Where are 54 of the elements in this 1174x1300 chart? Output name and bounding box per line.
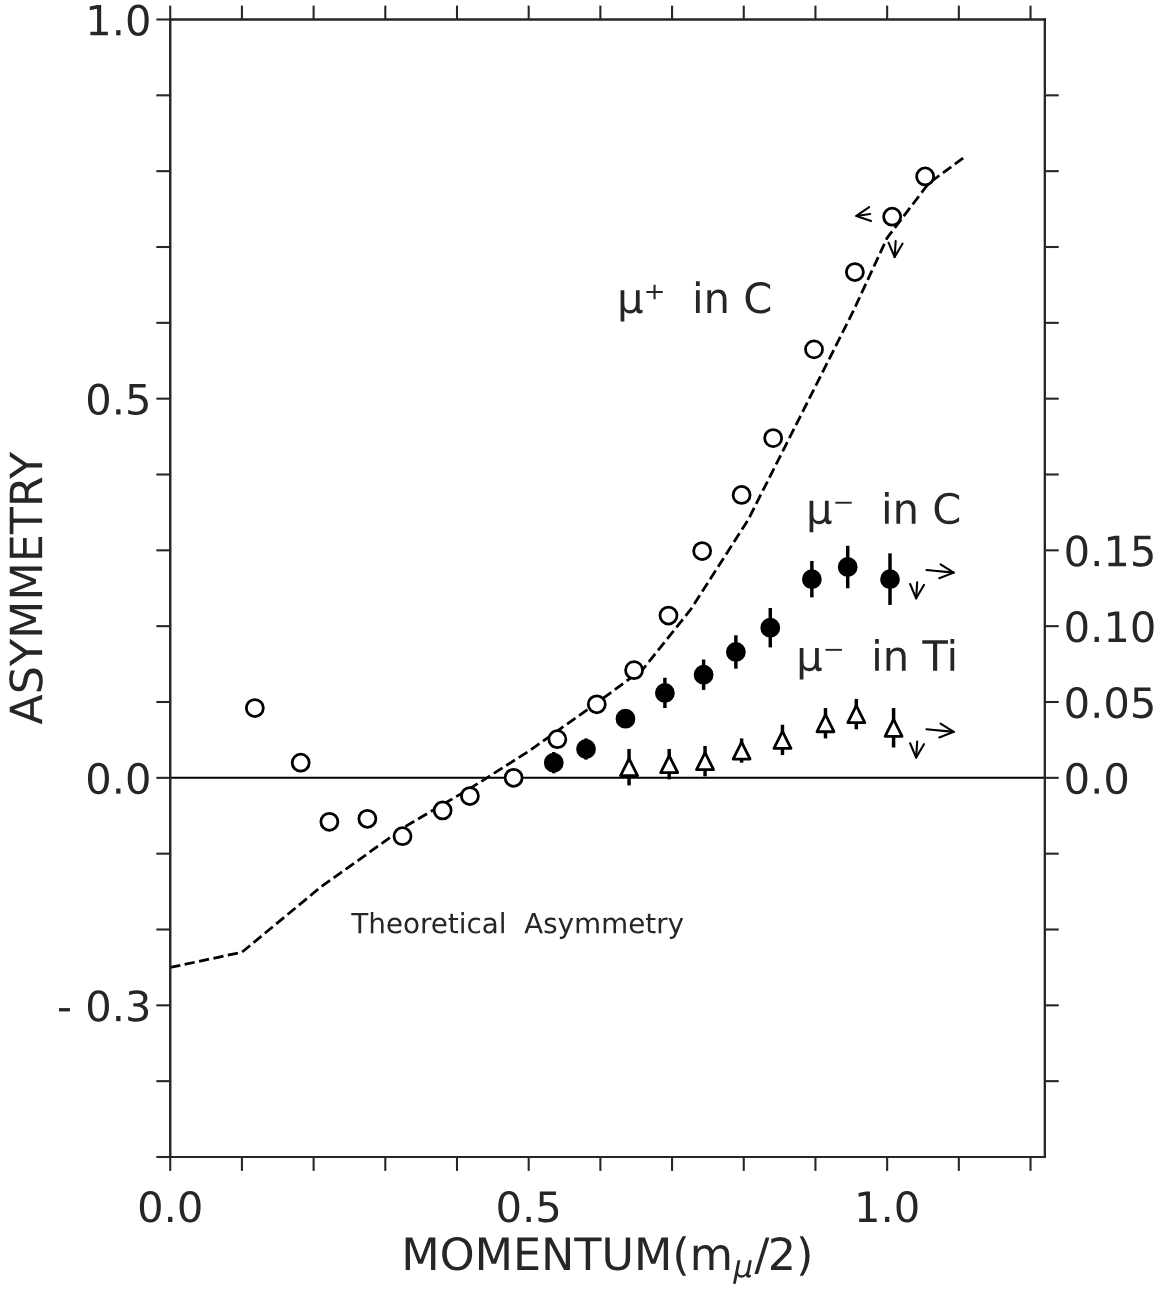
point: [244, 698, 265, 718]
point: [503, 767, 524, 788]
point: [693, 664, 714, 685]
point: [731, 485, 752, 505]
series-label: Theoretical Asymmetry: [351, 912, 684, 939]
point: [725, 642, 746, 662]
y2-tick-label: 0.15: [1066, 535, 1153, 567]
point: [658, 605, 679, 626]
point: [801, 569, 822, 590]
x-tick-label: 0.0: [139, 1191, 201, 1223]
y-tick-label: 1.0: [89, 4, 149, 36]
point: [837, 557, 858, 577]
point: [659, 754, 680, 775]
series-label: μ⁻ in C: [809, 491, 960, 533]
point: [880, 569, 900, 590]
point: [460, 786, 480, 806]
x-tick-label: 0.5: [498, 1191, 559, 1223]
point: [576, 739, 596, 759]
point: [815, 713, 836, 734]
point: [586, 694, 607, 715]
x-axis-title: MOMENTUM(m$_{μ}$/2): [405, 1236, 810, 1284]
point: [883, 717, 904, 738]
point: [624, 660, 644, 681]
series-label: μ⁺ in C: [620, 281, 771, 322]
y-tick-label: 0.0: [87, 762, 149, 795]
point: [695, 751, 715, 772]
y-tick-label: - 0.3: [58, 990, 149, 1022]
point: [882, 206, 903, 227]
point: [357, 808, 378, 829]
point: [760, 617, 781, 638]
point: [619, 757, 639, 778]
y-tick-label: 0.5: [87, 383, 148, 416]
y2-tick-label: 0.05: [1066, 686, 1153, 719]
point: [804, 339, 824, 360]
point: [915, 166, 936, 187]
point: [655, 683, 675, 703]
legend-label: μ⁻ in Ti: [799, 639, 955, 680]
point: [547, 729, 568, 750]
point: [319, 811, 340, 832]
point: [692, 541, 713, 561]
y-axis-title: ASYMMETRY: [9, 451, 43, 725]
point: [290, 752, 311, 773]
y2-tick-label: 0.0: [1066, 762, 1128, 795]
point: [392, 826, 413, 847]
point: [615, 708, 636, 729]
point: [543, 752, 564, 773]
point: [731, 740, 752, 761]
point: [846, 704, 867, 725]
point: [763, 428, 784, 448]
x-tick-label: 1.0: [858, 1191, 918, 1223]
point: [844, 262, 865, 282]
point: [432, 800, 453, 821]
point: [772, 730, 793, 750]
y2-tick-label: 0.10: [1066, 611, 1154, 643]
